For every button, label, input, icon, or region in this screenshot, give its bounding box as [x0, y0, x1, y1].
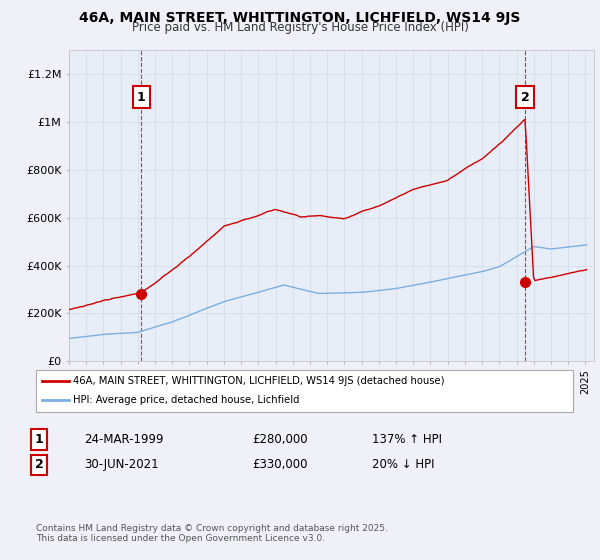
Text: £330,000: £330,000 [252, 458, 308, 472]
Text: 137% ↑ HPI: 137% ↑ HPI [372, 433, 442, 446]
Text: HPI: Average price, detached house, Lichfield: HPI: Average price, detached house, Lich… [73, 395, 300, 405]
Text: £280,000: £280,000 [252, 433, 308, 446]
Text: 24-MAR-1999: 24-MAR-1999 [84, 433, 163, 446]
Text: 2: 2 [35, 458, 43, 472]
Text: 30-JUN-2021: 30-JUN-2021 [84, 458, 158, 472]
Text: 2: 2 [521, 91, 530, 104]
Text: Price paid vs. HM Land Registry's House Price Index (HPI): Price paid vs. HM Land Registry's House … [131, 21, 469, 34]
Text: 1: 1 [35, 433, 43, 446]
Text: 20% ↓ HPI: 20% ↓ HPI [372, 458, 434, 472]
Text: 46A, MAIN STREET, WHITTINGTON, LICHFIELD, WS14 9JS (detached house): 46A, MAIN STREET, WHITTINGTON, LICHFIELD… [73, 376, 445, 386]
Text: 1: 1 [137, 91, 146, 104]
Text: 46A, MAIN STREET, WHITTINGTON, LICHFIELD, WS14 9JS: 46A, MAIN STREET, WHITTINGTON, LICHFIELD… [79, 11, 521, 25]
Text: Contains HM Land Registry data © Crown copyright and database right 2025.
This d: Contains HM Land Registry data © Crown c… [36, 524, 388, 543]
